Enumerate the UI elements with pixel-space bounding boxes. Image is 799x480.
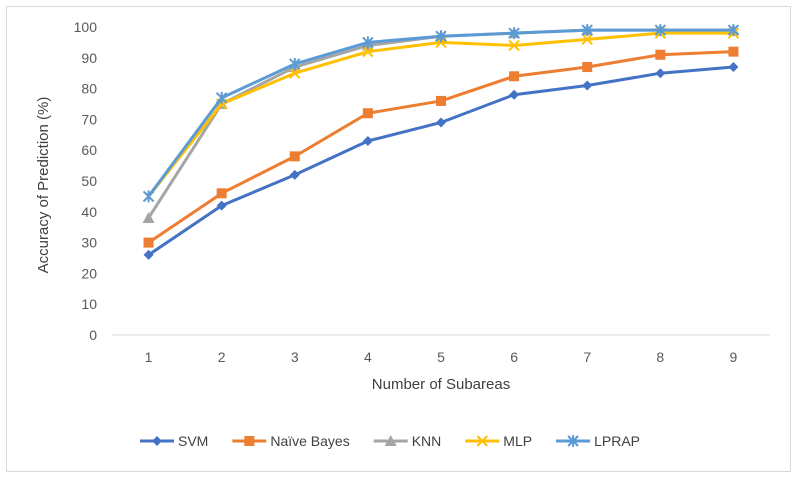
series-group <box>142 24 740 260</box>
data-point-lprap <box>142 190 155 203</box>
series-svm <box>143 62 739 260</box>
data-point-mlp <box>581 33 593 46</box>
data-point-na-ve-bayes <box>436 95 446 106</box>
data-point-svm <box>655 68 666 79</box>
series-line-lprap <box>147 28 734 198</box>
data-point-svm <box>216 200 227 211</box>
x-tick-label: 3 <box>291 349 299 365</box>
legend-label-svm: SVM <box>178 433 208 449</box>
y-tick-label: 40 <box>81 204 97 220</box>
x-axis-ticks: 1 2 3 4 5 6 7 8 9 <box>145 349 738 365</box>
legend-item-na-ve-bayes: Naïve Bayes <box>232 433 350 449</box>
data-point-na-ve-bayes <box>509 71 520 82</box>
legend-item-mlp: MLP <box>465 433 532 449</box>
y-tick-label: 20 <box>81 265 97 281</box>
data-point-na-ve-bayes <box>655 49 666 60</box>
legend-label-knn: KNN <box>412 433 442 449</box>
y-tick-label: 100 <box>74 19 98 35</box>
legend-marker-lprap <box>567 435 579 447</box>
data-point-na-ve-bayes <box>216 188 227 199</box>
data-point-lprap <box>508 27 520 40</box>
data-point-lprap <box>727 24 740 37</box>
data-point-mlp <box>508 39 520 52</box>
y-tick-label: 80 <box>81 81 97 97</box>
data-point-na-ve-bayes <box>582 62 593 73</box>
data-point-svm <box>436 117 446 128</box>
legend-label-mlp: MLP <box>503 433 532 449</box>
x-tick-label: 8 <box>656 349 664 365</box>
series-na-ve-bayes <box>143 46 739 248</box>
legend-label-na-ve-bayes: Naïve Bayes <box>270 433 349 449</box>
legend-marker-svm <box>152 436 162 446</box>
data-point-lprap <box>581 24 593 37</box>
y-axis-title: Accuracy of Prediction (%) <box>35 97 52 274</box>
legend-item-lprap: LPRAP <box>556 433 640 449</box>
data-point-na-ve-bayes <box>289 151 300 162</box>
x-tick-label: 5 <box>437 349 445 365</box>
x-tick-label: 1 <box>145 349 153 365</box>
data-point-svm <box>728 62 739 73</box>
x-tick-label: 2 <box>218 349 226 365</box>
legend-marker-knn <box>384 435 397 446</box>
x-axis-title: Number of Subareas <box>372 376 510 393</box>
y-tick-label: 90 <box>81 50 97 66</box>
data-point-mlp <box>289 67 301 79</box>
series-line-na-ve-bayes <box>147 50 734 244</box>
legend: SVM Naïve Bayes KNN MLP LPRAP <box>140 433 640 449</box>
y-tick-label: 0 <box>89 327 97 343</box>
x-tick-label: 4 <box>364 349 372 365</box>
data-point-lprap <box>362 36 374 49</box>
x-tick-label: 6 <box>510 349 518 365</box>
data-point-knn <box>142 211 155 223</box>
y-tick-label: 10 <box>81 296 97 312</box>
data-point-lprap <box>215 91 228 104</box>
data-point-svm <box>509 89 520 100</box>
data-point-lprap <box>289 57 301 70</box>
legend-item-knn: KNN <box>373 433 442 449</box>
data-point-na-ve-bayes <box>728 46 739 57</box>
data-point-lprap <box>654 24 667 37</box>
data-point-lprap <box>435 30 447 43</box>
data-point-svm <box>143 249 154 260</box>
legend-label-lprap: LPRAP <box>594 433 640 449</box>
series-mlp <box>142 27 740 203</box>
y-tick-label: 30 <box>81 235 97 251</box>
legend-marker-mlp <box>476 435 488 447</box>
y-tick-label: 50 <box>81 173 97 189</box>
data-point-svm <box>582 80 593 91</box>
data-point-na-ve-bayes <box>362 108 373 119</box>
y-axis-ticks: 0 10 20 30 40 50 60 70 80 90 100 <box>74 19 98 343</box>
data-point-svm <box>362 135 373 146</box>
legend-item-svm: SVM <box>140 433 208 449</box>
y-tick-label: 60 <box>81 142 97 158</box>
x-tick-label: 9 <box>730 349 738 365</box>
data-point-mlp <box>362 45 374 58</box>
data-point-svm <box>289 169 300 180</box>
data-point-na-ve-bayes <box>143 237 154 248</box>
y-tick-label: 70 <box>81 111 97 127</box>
chart-frame <box>6 6 791 472</box>
x-tick-label: 7 <box>583 349 591 365</box>
series-lprap <box>142 24 740 203</box>
legend-marker-na-ve-bayes <box>244 436 255 446</box>
